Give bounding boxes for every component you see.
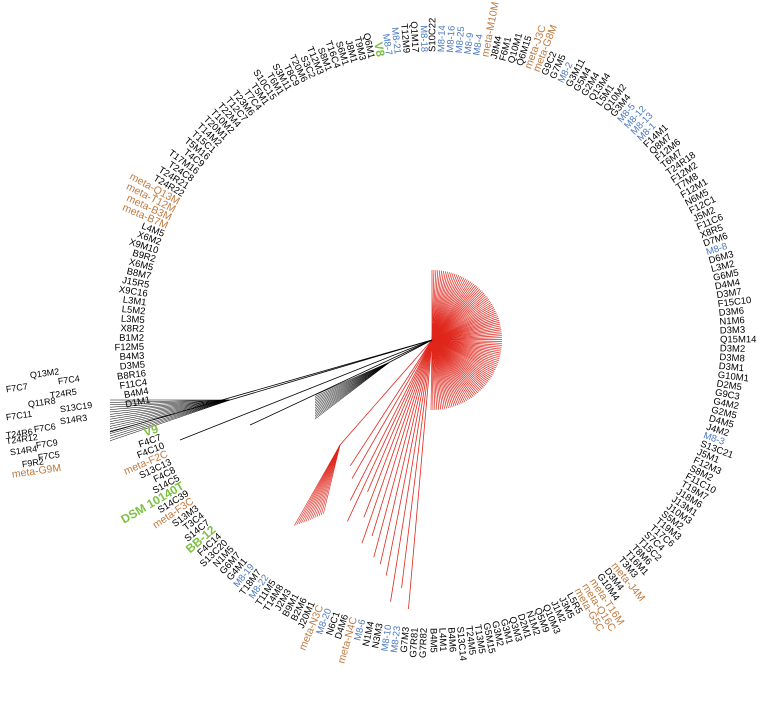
branch <box>294 445 340 526</box>
taxon-label: F7C7 <box>5 381 28 394</box>
branch <box>180 340 432 440</box>
taxon-label: meta-G9M <box>11 462 62 481</box>
branches <box>110 270 502 609</box>
branch <box>402 340 432 588</box>
taxon-label: S14R3 <box>59 413 88 427</box>
taxon-label: F7C4 <box>57 373 80 386</box>
branch <box>408 340 432 609</box>
branch <box>110 340 432 432</box>
labels: D1M1B4M4F11C4B8R16D3M5B4M3F12M5B1M2X8R2L… <box>5 1 756 665</box>
taxon-label: S14R4 <box>9 444 38 458</box>
taxon-label: Q11R8 <box>27 396 56 410</box>
taxon-label: F7C11 <box>5 409 32 423</box>
taxon-label: F7C9 <box>35 437 58 450</box>
branch <box>230 340 432 400</box>
taxon-label: S13C19 <box>59 400 93 414</box>
branch <box>372 340 432 536</box>
branch <box>347 340 432 521</box>
taxon-label: Q13M2 <box>29 366 60 380</box>
branch <box>380 340 432 564</box>
